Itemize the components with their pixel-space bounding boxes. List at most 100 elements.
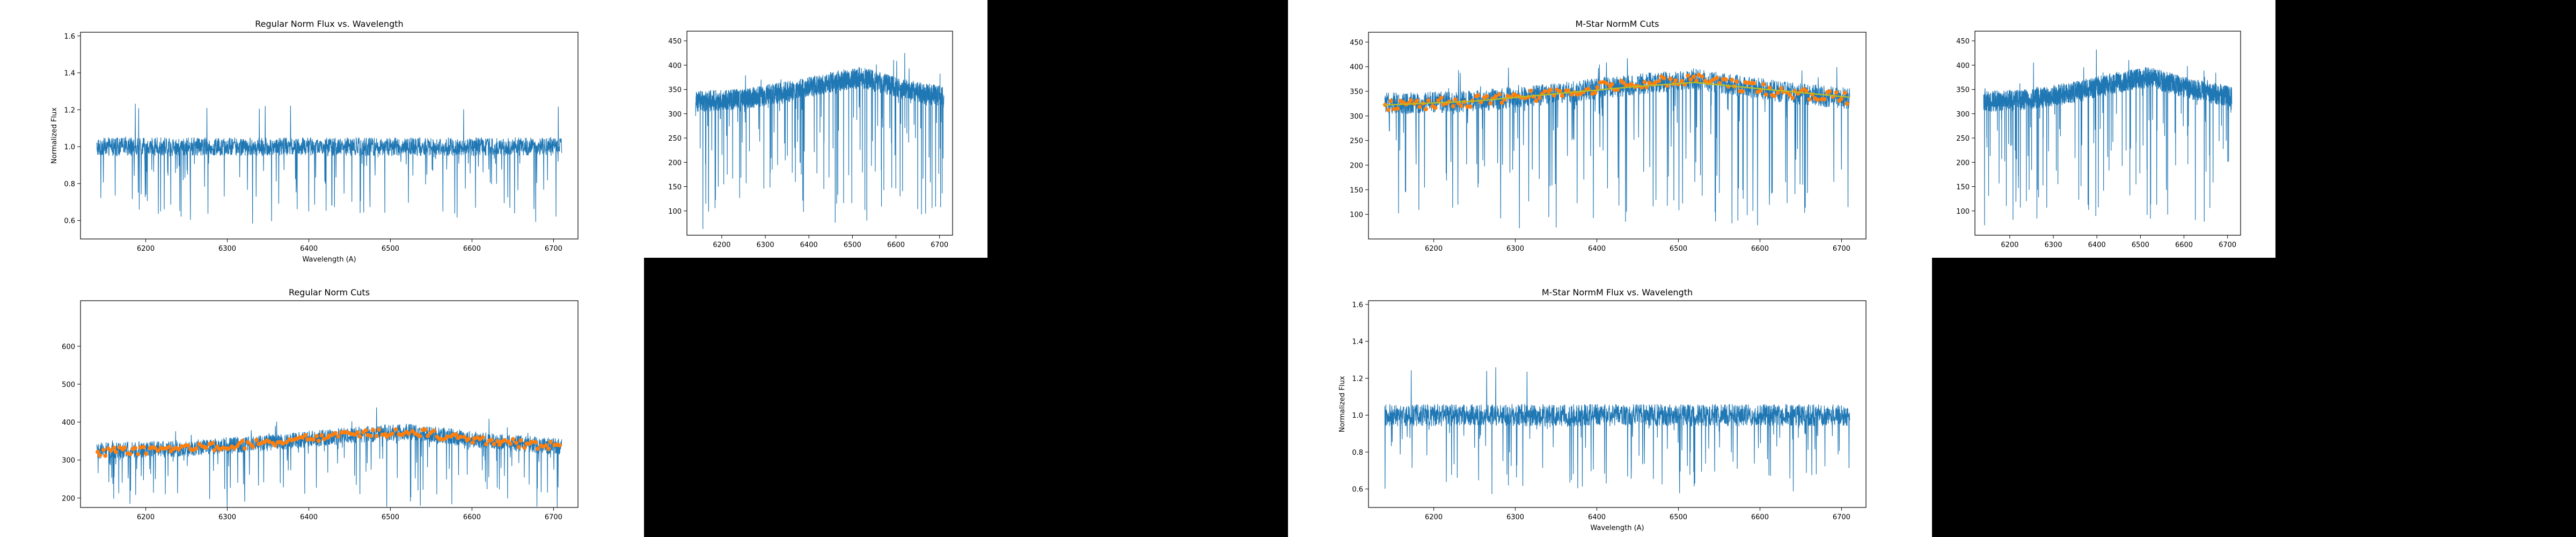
x-tick-label: 6600 [1751,245,1769,253]
fit-point [109,448,114,453]
fit-point [1497,92,1502,97]
fit-point [281,441,286,446]
fit-point [1723,77,1728,82]
fit-point [97,453,102,458]
fit-point [336,434,341,439]
fit-point [160,446,165,451]
y-tick-label: 400 [62,419,75,427]
fit-point [133,446,138,451]
x-axis-label: Wavelength (A) [1590,524,1644,532]
x-tick-label: 6700 [545,513,562,521]
y-tick-label: 150 [668,184,682,192]
y-tick-label: 200 [62,495,75,503]
x-tick-label: 6700 [931,241,948,249]
chart-mstar-normm-flux: 6200 6300 6400 6500 6600 6700 0.6 0.8 1.0 1.2 1.4 1… [1338,287,1867,532]
x-tick-label: 6600 [463,513,481,521]
fit-point [1409,98,1414,103]
y-tick-label: 300 [1956,111,1970,119]
y-tick-label: 350 [668,86,682,95]
chart-regular-norm-flux: 6200 6300 6400 6500 6600 6700 0.6 0.8 1.0 1.2 1.4 1… [50,19,579,264]
fit-point [1839,97,1843,101]
fit-point [393,427,398,432]
y-tick-label: 200 [1956,159,1970,167]
plot-area [96,104,562,224]
fit-point [1804,89,1809,93]
y-tick-label: 0.6 [1352,486,1363,494]
fit-point [305,437,310,442]
fit-point [1528,89,1533,93]
y-tick-label: 1.6 [1352,301,1363,309]
fit-point [179,444,184,449]
fit-point [1621,80,1626,85]
fit-point [516,445,521,449]
fit-point [1827,89,1832,94]
y-tick-label: 200 [668,159,682,167]
fit-point [371,427,376,432]
x-tick-label: 6700 [1833,245,1850,253]
fit-point [177,447,181,452]
y-tick-label: 300 [668,111,682,119]
fit-point [557,443,562,448]
y-tick-label: 150 [1956,184,1970,192]
fit-point [1439,96,1444,100]
axes-frame [1368,32,1867,240]
fit-point [254,438,259,442]
fit-point [1680,78,1684,83]
fit-point [1609,82,1614,87]
x-tick-label: 6600 [887,241,905,249]
figure-panel-3: 6200 6300 6400 6500 6600 6700 100 150 200 250 300 3… [1288,0,1932,537]
chart-title: M-Star NormM Cuts [1576,19,1659,29]
fit-point [495,439,500,444]
fit-point [1807,97,1812,101]
fit-point [418,434,422,439]
y-tick-label: 450 [1956,38,1970,46]
fit-point [267,439,272,444]
y-tick-label: 400 [1350,63,1363,71]
y-tick-label: 1.2 [1352,375,1363,383]
fit-point [114,449,119,454]
fit-point [303,433,308,438]
axes-frame [80,300,579,508]
fit-point [1845,101,1849,106]
x-tick-label: 6400 [2088,241,2106,249]
axes-frame [686,31,953,236]
fit-point [363,428,368,433]
y-tick-label: 300 [1350,113,1363,121]
fit-point [1686,74,1690,78]
fit-point [1494,94,1498,99]
fit-point [194,446,199,451]
fit-point [426,433,430,438]
plot-area [1384,367,1850,495]
y-tick-label: 300 [62,457,75,465]
fit-point [390,431,394,436]
fit-point [423,427,428,432]
y-tick-label: 200 [1350,162,1363,170]
fit-point [215,445,219,449]
fit-point [1417,105,1422,109]
fit-point [1642,79,1647,84]
fit-point [470,440,475,445]
fit-point [141,445,146,449]
fit-point [1761,82,1766,86]
fit-point [1441,102,1446,107]
y-tick-label: 100 [668,208,682,216]
fit-point [136,452,141,456]
fit-point [1459,104,1463,108]
plot-area [695,53,945,229]
fit-point [314,434,319,439]
fit-point [183,443,188,448]
fit-point [1566,88,1571,93]
fit-point [1779,86,1783,91]
fit-point [1476,93,1481,98]
y-tick-label: 1.2 [64,106,75,114]
x-tick-label: 6400 [800,241,818,249]
fit-point [1772,93,1777,98]
fit-point [226,446,231,451]
y-tick-label: 0.6 [64,217,75,226]
fit-point [1598,80,1602,85]
x-tick-label: 6200 [137,513,155,521]
fit-point [1423,107,1428,112]
fit-point [1624,83,1629,88]
fit-point [445,434,450,439]
y-tick-label: 1.0 [1352,412,1363,420]
